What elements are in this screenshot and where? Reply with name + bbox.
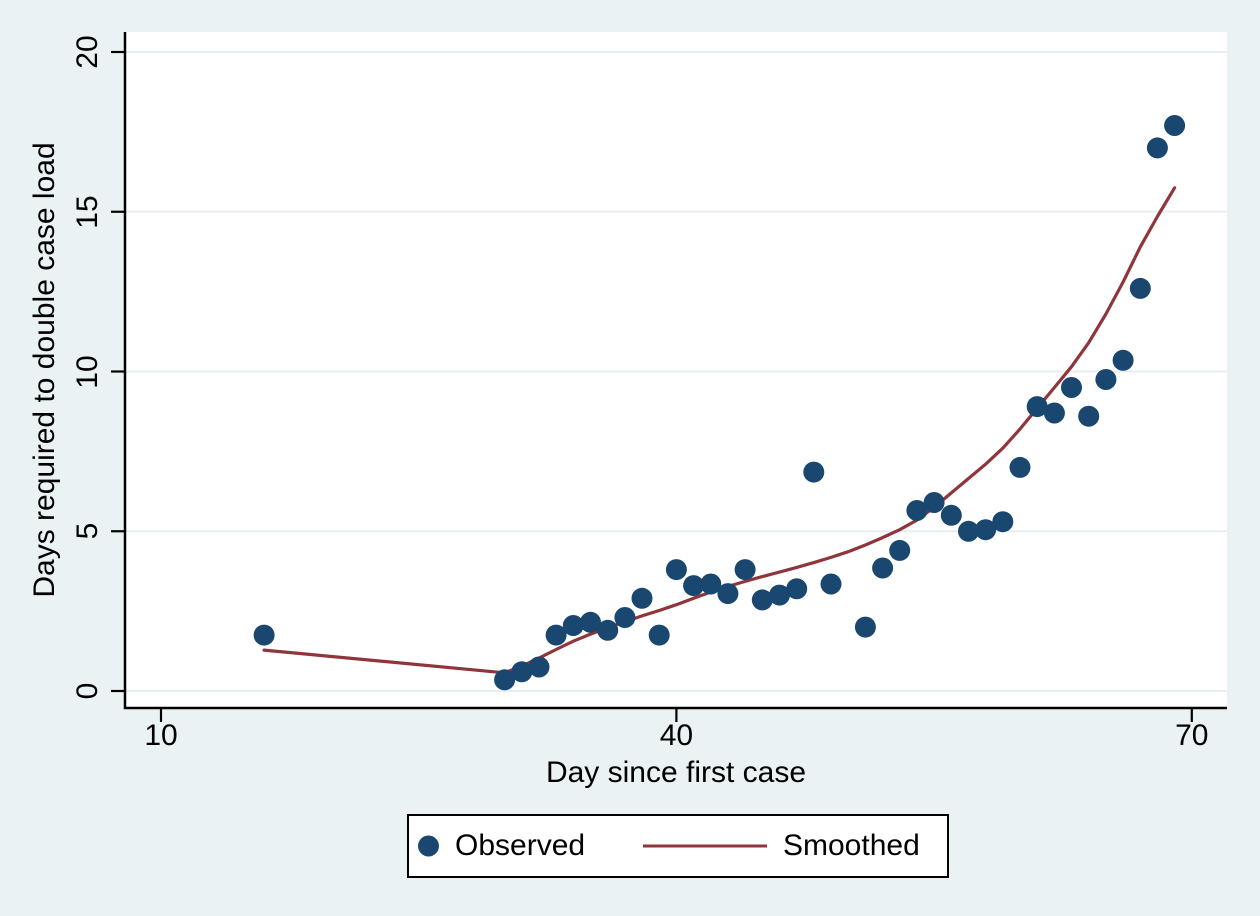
observed-point <box>580 611 601 633</box>
observed-point <box>889 539 911 561</box>
observed-point <box>597 619 619 641</box>
observed-point <box>769 584 790 606</box>
x-axis-title: Day since first case <box>545 756 807 789</box>
observed-point <box>494 669 516 691</box>
y-axis-title: Days required to double case load <box>28 142 61 598</box>
observed-point <box>1009 456 1031 478</box>
x-tick-label-70: 70 <box>1175 719 1209 752</box>
observed-point <box>253 624 275 646</box>
observed-point <box>992 511 1014 533</box>
observed-point <box>1095 369 1117 390</box>
axis-lines <box>123 32 1227 710</box>
legend-label-smoothed: Smoothed <box>783 829 920 862</box>
observed-point <box>872 557 894 579</box>
plot-area <box>125 32 1227 708</box>
observed-point <box>786 578 808 600</box>
observed-point <box>751 589 773 611</box>
observed-point <box>940 504 962 526</box>
observed-point <box>700 573 722 595</box>
observed-point <box>1112 349 1134 371</box>
x-tick-label-10: 10 <box>144 719 178 752</box>
observed-point <box>923 492 945 513</box>
observed-point <box>545 624 567 646</box>
y-tick-label-15: 15 <box>71 195 104 229</box>
observed-point <box>1026 396 1048 418</box>
observed-point <box>562 615 584 636</box>
y-tick-label-10: 10 <box>71 354 104 389</box>
observed-point <box>717 583 739 605</box>
observed-point <box>631 587 653 609</box>
observed-point <box>528 656 550 678</box>
y-tick-label-20: 20 <box>71 35 104 69</box>
observed-point <box>1061 377 1082 398</box>
observed-point <box>906 500 928 521</box>
observed-point <box>511 661 533 683</box>
observed-point <box>683 575 705 597</box>
observed-point <box>854 616 876 638</box>
observed-point <box>1164 115 1186 136</box>
smoothed-line-icon <box>643 844 767 848</box>
legend-label-observed: Observed <box>455 829 586 862</box>
observed-point <box>1129 277 1151 299</box>
observed-point <box>820 573 842 595</box>
observed-point <box>734 559 756 581</box>
legend: Observed Smoothed <box>407 814 949 878</box>
observed-point <box>648 624 670 646</box>
x-tick-label-40: 40 <box>659 719 694 752</box>
observed-dot-icon <box>418 835 439 857</box>
observed-point <box>665 559 687 581</box>
observed-point <box>1078 405 1100 427</box>
observed-point <box>1043 402 1065 424</box>
observed-point <box>958 520 979 542</box>
observed-point <box>803 461 825 483</box>
observed-point <box>614 607 636 628</box>
observed-point <box>1146 137 1168 159</box>
y-tick-label-0: 0 <box>71 682 104 700</box>
observed-point <box>975 519 997 541</box>
y-tick-label-5: 5 <box>71 522 104 540</box>
